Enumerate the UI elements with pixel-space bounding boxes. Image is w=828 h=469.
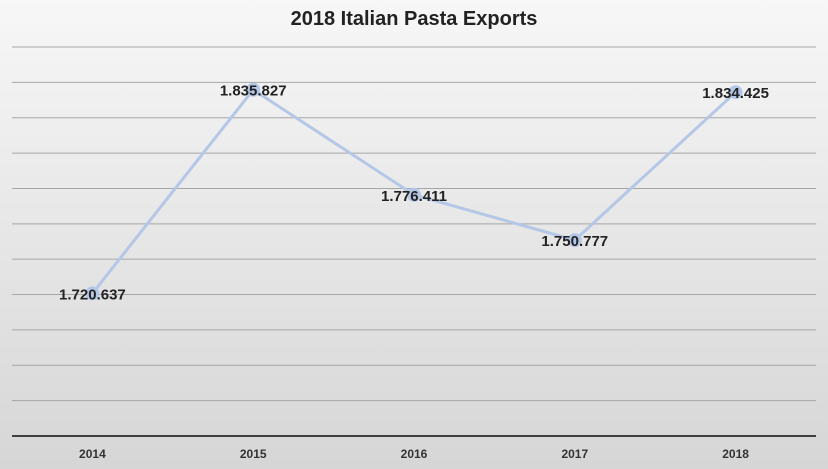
x-tick-labels: 2014 2015 2016 2017 2018 [79, 447, 749, 461]
x-tick-label: 2014 [79, 447, 106, 461]
x-tick-label: 2017 [561, 447, 588, 461]
data-label-2017: 1.750.777 [541, 233, 608, 250]
data-label-2018: 1.834.425 [702, 85, 769, 102]
data-labels: 1.720.637 1.835.827 1.776.411 1.750.777 1.83… [59, 83, 769, 304]
gridlines [12, 46, 816, 402]
data-label-2015: 1.835.827 [220, 83, 287, 100]
data-label-2014: 1.720.637 [59, 286, 126, 303]
x-tick-label: 2018 [722, 447, 749, 461]
x-tick-label: 2016 [401, 447, 428, 461]
x-tick-label: 2015 [240, 447, 267, 461]
chart-title: 2018 Italian Pasta Exports [290, 8, 538, 30]
data-point-2016 [407, 187, 421, 202]
data-points [85, 82, 743, 301]
data-label-2016: 1.776.411 [381, 188, 447, 205]
data-point-2017 [567, 233, 582, 248]
data-point-2015 [246, 82, 261, 97]
data-point-2014 [85, 286, 100, 301]
data-point-2018 [728, 85, 743, 100]
